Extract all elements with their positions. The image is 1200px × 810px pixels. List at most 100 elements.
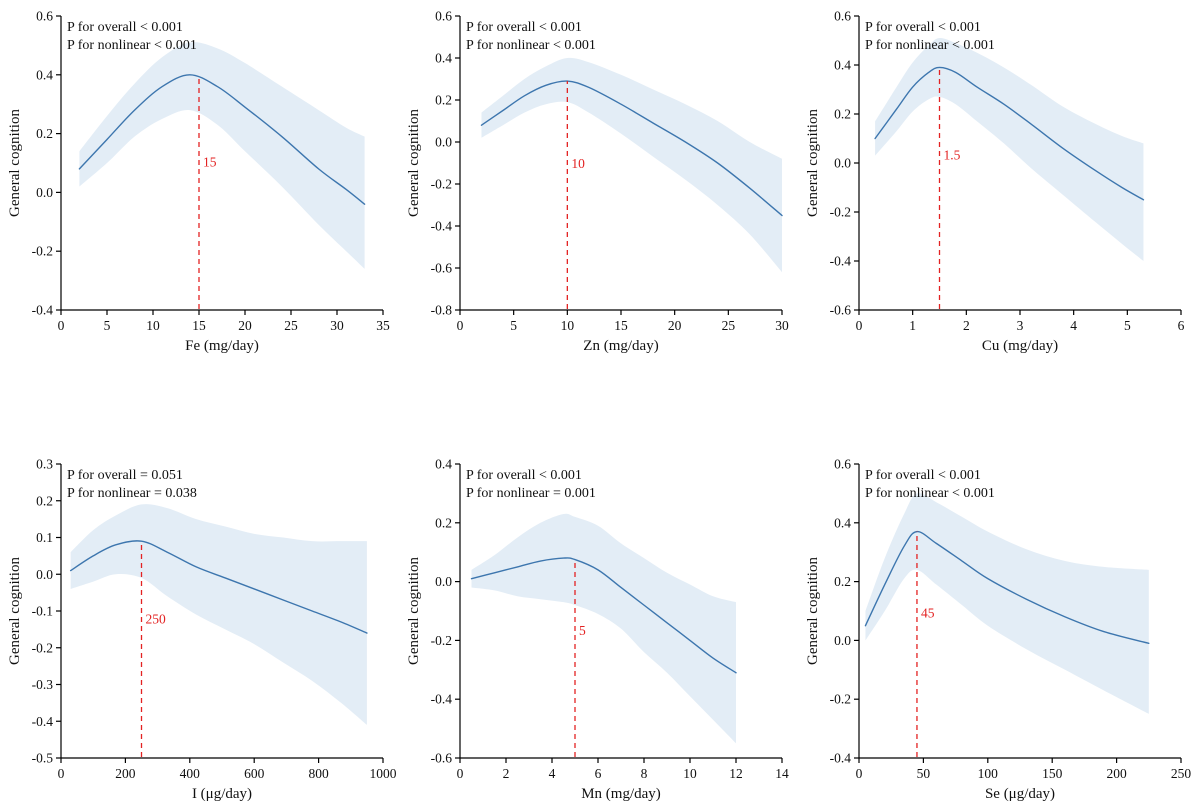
x-tick-label: 0 (855, 766, 862, 781)
x-tick-label: 20 (239, 318, 253, 333)
x-tick-label: 1000 (370, 766, 397, 781)
y-tick-label: 0.6 (834, 457, 851, 472)
y-tick-label: -0.6 (431, 751, 453, 766)
spline-line (70, 540, 368, 634)
y-tick-label: -0.6 (431, 261, 453, 276)
chart-cu: 1.5 0 1 2 3 4 5 6 0.6 0.4 0.2 0.0 -0.2 -0.4 -0.6 P for … (805, 9, 1185, 355)
y-tick-label: -0.2 (32, 640, 53, 655)
y-tick-label: 0.2 (36, 493, 53, 508)
y-tick-label: 0.4 (435, 457, 452, 472)
x-tick-label: 10 (561, 318, 575, 333)
x-tick-label: 25 (722, 318, 736, 333)
x-axis-label: Zn (mg/day) (583, 338, 658, 354)
x-tick-label: 30 (331, 318, 345, 333)
y-tick-label: 0.2 (36, 126, 53, 141)
y-tick-label: -0.4 (431, 219, 453, 234)
y-tick-label: 0.0 (834, 156, 851, 171)
x-tick-label: 10 (147, 318, 161, 333)
x-axis-label: Se (μg/day) (985, 786, 1055, 802)
y-tick-label: 0.6 (435, 9, 452, 24)
p-nonlinear-text: P for nonlinear = 0.001 (466, 486, 596, 501)
x-tick-label: 25 (285, 318, 299, 333)
x-tick-label: 5 (510, 318, 517, 333)
x-axis-label: I (μg/day) (192, 786, 252, 802)
p-overall-text: P for overall < 0.001 (865, 468, 981, 483)
reference-label: 45 (921, 606, 935, 621)
y-tick-label: 0.4 (834, 515, 851, 530)
y-tick-label: -0.4 (431, 692, 453, 707)
x-axis-label: Fe (mg/day) (185, 338, 259, 354)
p-overall-text: P for overall = 0.051 (67, 468, 183, 483)
confidence-band (471, 513, 736, 744)
y-tick-label: -0.5 (32, 751, 54, 766)
x-tick-label: 400 (180, 766, 201, 781)
p-nonlinear-text: P for nonlinear = 0.038 (67, 486, 197, 501)
spline-line (874, 66, 1144, 201)
x-tick-label: 30 (775, 318, 789, 333)
chart-mn: 5 0 2 4 6 8 10 12 14 0.4 0.2 0.0 -0.2 -0.4 -0.6 P for o… (406, 457, 789, 803)
y-tick-label: -0.2 (829, 692, 850, 707)
y-tick-label: -0.8 (431, 303, 453, 318)
x-tick-label: 150 (1042, 766, 1063, 781)
y-tick-label: -0.2 (32, 244, 53, 259)
y-axis-label: General cognition (805, 557, 821, 665)
x-tick-label: 8 (641, 766, 648, 781)
p-nonlinear-text: P for nonlinear < 0.001 (466, 38, 596, 53)
y-tick-label: 0.0 (435, 574, 452, 589)
y-tick-label: -0.3 (32, 677, 54, 692)
confidence-band (79, 42, 365, 269)
chart-fe: 15 0 5 10 15 20 25 30 35 0.6 0.4 0.2 0.0 -0.2 -0.4 P fo… (7, 9, 390, 355)
chart-i: 250 0 200 400 600 800 1000 0.3 0.2 0.1 0.0 -0.1 -0.2… (7, 457, 397, 803)
x-tick-label: 10 (683, 766, 697, 781)
y-tick-label: 0.0 (435, 135, 452, 150)
x-tick-label: 5 (1124, 318, 1131, 333)
chart-se: 45 0 50 100 150 200 250 0.6 0.4 0.2 0.0 -0.2 -0.4 P f… (805, 457, 1192, 803)
x-tick-label: 20 (668, 318, 682, 333)
x-tick-label: 800 (309, 766, 330, 781)
reference-label: 15 (203, 155, 217, 170)
y-axis-label: General cognition (7, 109, 23, 217)
y-tick-label: 0.0 (36, 567, 53, 582)
y-tick-label: -0.2 (431, 633, 452, 648)
x-tick-label: 15 (614, 318, 628, 333)
y-tick-label: -0.6 (829, 303, 851, 318)
y-tick-label: 0.2 (834, 107, 851, 122)
y-tick-label: 0.2 (435, 93, 452, 108)
y-tick-label: -0.2 (431, 177, 452, 192)
y-tick-label: -0.1 (32, 604, 53, 619)
x-tick-label: 6 (595, 766, 602, 781)
reference-label: 10 (571, 156, 585, 171)
x-tick-label: 6 (1177, 318, 1184, 333)
x-tick-label: 0 (58, 318, 65, 333)
chart-zn: 10 0 5 10 15 20 25 30 0.6 0.4 0.2 0.0 -0.2 -0.4 -0.6 -0… (406, 9, 789, 355)
x-tick-label: 4 (549, 766, 556, 781)
y-tick-label: 0.4 (834, 58, 851, 73)
x-tick-label: 15 (193, 318, 207, 333)
confidence-band (865, 493, 1149, 714)
p-nonlinear-text: P for nonlinear < 0.001 (865, 38, 995, 53)
y-axis-label: General cognition (406, 109, 422, 217)
y-axis-label: General cognition (805, 109, 821, 217)
x-tick-label: 3 (1016, 318, 1023, 333)
x-tick-label: 100 (977, 766, 998, 781)
confidence-band (481, 57, 782, 273)
y-tick-label: 0.1 (36, 530, 53, 545)
confidence-band (874, 38, 1144, 262)
p-nonlinear-text: P for nonlinear < 0.001 (67, 38, 197, 53)
x-tick-label: 0 (855, 318, 862, 333)
spline-line (480, 80, 783, 217)
x-tick-label: 12 (729, 766, 743, 781)
reference-label: 5 (579, 623, 586, 638)
y-tick-label: -0.4 (32, 303, 54, 318)
reference-label: 1.5 (943, 148, 960, 163)
x-tick-label: 250 (1171, 766, 1192, 781)
x-tick-label: 2 (503, 766, 510, 781)
x-tick-label: 200 (116, 766, 137, 781)
y-tick-label: 0.4 (435, 51, 452, 66)
x-tick-label: 5 (104, 318, 111, 333)
y-tick-label: 0.2 (834, 574, 851, 589)
x-tick-label: 2 (963, 318, 970, 333)
y-axis-label: General cognition (7, 557, 23, 665)
y-tick-label: 0.3 (36, 457, 53, 472)
y-tick-label: 0.6 (36, 9, 53, 24)
